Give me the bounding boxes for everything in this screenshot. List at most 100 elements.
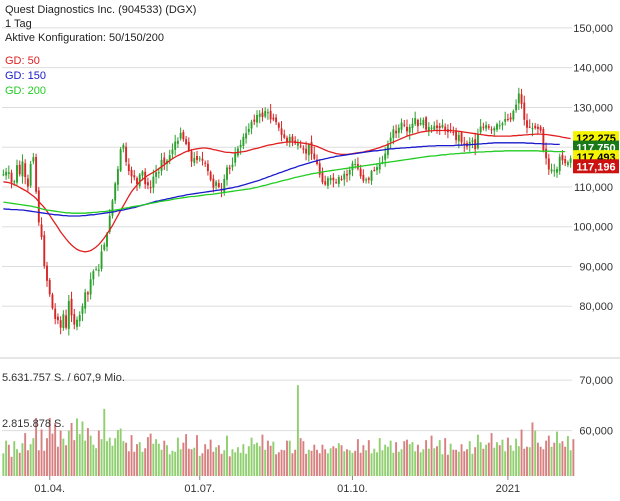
volume-bar xyxy=(436,446,438,476)
volume-bar xyxy=(168,454,171,476)
candle-body xyxy=(174,141,177,150)
candle-body xyxy=(411,123,414,129)
volume-bar xyxy=(100,439,103,476)
candle-body xyxy=(485,124,488,129)
volume-bar xyxy=(367,440,370,476)
volume-bar xyxy=(46,438,48,476)
candle-body xyxy=(242,136,245,146)
candle-body xyxy=(526,120,528,128)
date-tick-label: 01.07. xyxy=(184,483,215,495)
volume-bar xyxy=(506,437,509,476)
candle-body xyxy=(482,126,485,128)
volume-bar xyxy=(97,430,100,476)
candle-body xyxy=(155,172,158,177)
candle-body xyxy=(10,172,13,183)
candle-body xyxy=(65,315,68,328)
candle-body xyxy=(62,314,65,328)
volume-bar xyxy=(250,437,253,476)
volume-bar xyxy=(373,448,376,476)
volume-bar xyxy=(419,452,422,476)
volume-bar xyxy=(305,453,308,476)
candle-body xyxy=(59,320,62,328)
candle-body xyxy=(133,175,136,178)
price-tag-label: 117,196 xyxy=(576,161,615,173)
candle-body xyxy=(425,117,428,130)
volume-bar xyxy=(291,453,294,476)
price-tick-label: 90,000 xyxy=(579,261,613,273)
volume-bar xyxy=(223,450,226,476)
volume-bar xyxy=(531,422,534,476)
volume-bar xyxy=(422,449,425,476)
volume-bar xyxy=(114,438,117,476)
candle-body xyxy=(430,127,433,129)
candle-body xyxy=(433,125,436,130)
volume-bar xyxy=(539,446,542,476)
price-tag-bg xyxy=(573,159,619,174)
volume-bar xyxy=(48,417,51,476)
volume-bar xyxy=(198,455,201,476)
volume-bar xyxy=(261,434,264,476)
candle-body xyxy=(326,178,329,186)
volume-bar xyxy=(247,446,250,476)
candle-body xyxy=(250,121,253,129)
candle-body xyxy=(76,319,78,327)
volume-bar xyxy=(427,448,430,476)
volume-bar xyxy=(296,385,299,476)
volume-bar xyxy=(348,450,351,476)
candle-body xyxy=(26,178,29,187)
candle-body xyxy=(506,118,509,120)
volume-bar xyxy=(65,445,68,476)
price-tick-label: 150,000 xyxy=(573,23,613,35)
candle-body xyxy=(29,163,32,186)
candle-body xyxy=(187,141,190,151)
volume-bar xyxy=(157,443,160,476)
volume-bar xyxy=(446,454,449,476)
candle-body xyxy=(261,112,264,117)
candle-body xyxy=(95,269,98,271)
volume-bar xyxy=(321,444,324,476)
volume-bar xyxy=(24,433,27,476)
candle-body xyxy=(520,94,523,104)
volume-bar xyxy=(40,429,43,476)
candle-body xyxy=(51,294,54,309)
candle-body xyxy=(523,102,526,120)
candle-body xyxy=(2,174,5,176)
candle-body xyxy=(569,158,572,163)
candle-body xyxy=(46,265,48,281)
volume-bar xyxy=(504,451,507,476)
volume-bar xyxy=(359,452,362,476)
volume-bar xyxy=(5,440,8,476)
candle-body xyxy=(103,244,106,250)
price-candles xyxy=(2,87,572,336)
volume-bar xyxy=(479,442,482,476)
legend-gd150: GD: 150 xyxy=(5,70,46,82)
candle-body xyxy=(67,301,70,329)
volume-bar xyxy=(29,444,32,476)
candle-body xyxy=(463,143,466,145)
candle-body xyxy=(40,224,43,238)
volume-bar xyxy=(542,449,545,476)
volume-bar xyxy=(329,448,332,476)
volume-bar xyxy=(476,434,479,476)
volume-bar xyxy=(245,453,248,476)
sma150-line xyxy=(3,142,560,217)
candle-body xyxy=(395,130,398,134)
price-tick-label: 140,000 xyxy=(573,63,613,75)
volume-bar xyxy=(269,445,272,476)
candle-body xyxy=(346,174,348,176)
volume-bar xyxy=(152,443,155,476)
candle-body xyxy=(264,111,267,117)
candle-body xyxy=(373,169,376,171)
volume-bar xyxy=(474,447,477,476)
candle-body xyxy=(561,154,564,161)
candle-body xyxy=(13,181,16,183)
volume-bar xyxy=(108,437,111,476)
candle-body xyxy=(185,139,188,145)
volume-bar xyxy=(351,452,354,476)
volume-bar xyxy=(264,449,267,476)
candle-body xyxy=(566,162,569,165)
candle-body xyxy=(258,113,261,117)
gridlines xyxy=(0,27,620,432)
